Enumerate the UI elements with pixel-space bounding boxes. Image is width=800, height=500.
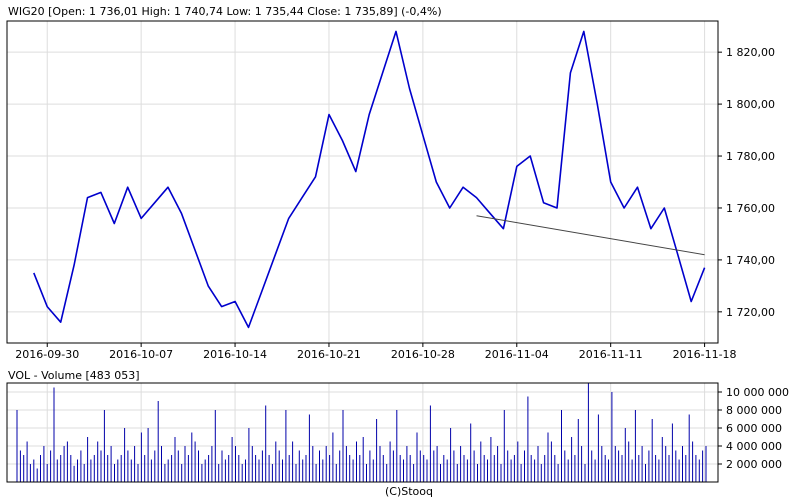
price-series-line <box>33 30 706 329</box>
price-x-tick-label: 2016-10-14 <box>203 348 267 361</box>
price-y-tick-label: 1 760,00 <box>726 202 775 215</box>
price-y-tick-label: 1 800,00 <box>726 98 775 111</box>
price-x-tick-label: 2016-10-07 <box>109 348 173 361</box>
trendline <box>476 215 705 256</box>
volume-y-tick-label: 6 000 000 <box>726 422 782 435</box>
price-y-tick-label: 1 720,00 <box>726 306 775 319</box>
price-x-tick-label: 2016-11-18 <box>673 348 737 361</box>
price-chart-title: WIG20 [Open: 1 736,01 High: 1 740,74 Low… <box>8 5 442 18</box>
volume-panel: 2 000 000 4 000 000 6 000 000 8 000 000 10 0… <box>6 382 789 483</box>
price-x-tick-label: 2016-09-30 <box>15 348 79 361</box>
price-y-tick-label: 1 820,00 <box>726 46 775 59</box>
volume-y-tick-label: 8 000 000 <box>726 404 782 417</box>
price-panel: 2016-09-30 2016-10-07 2016-10-14 2016-10-21… <box>6 20 775 361</box>
price-x-tick-label: 2016-10-21 <box>297 348 361 361</box>
volume-y-tick-label: 2 000 000 <box>726 458 782 471</box>
volume-y-tick-label: 10 000 000 <box>726 386 789 399</box>
volume-chart-title: VOL - Volume [483 053] <box>8 369 140 382</box>
price-y-tick-label: 1 740,00 <box>726 254 775 267</box>
price-plot-frame <box>6 20 719 344</box>
volume-plot-frame <box>6 382 719 483</box>
volume-y-tick-label: 4 000 000 <box>726 440 782 453</box>
footer-credit: (C)Stooq <box>385 485 433 498</box>
price-x-tick-label: 2016-10-28 <box>391 348 455 361</box>
price-x-tick-label: 2016-11-11 <box>579 348 643 361</box>
price-x-tick-label: 2016-11-04 <box>485 348 549 361</box>
price-y-tick-label: 1 780,00 <box>726 150 775 163</box>
